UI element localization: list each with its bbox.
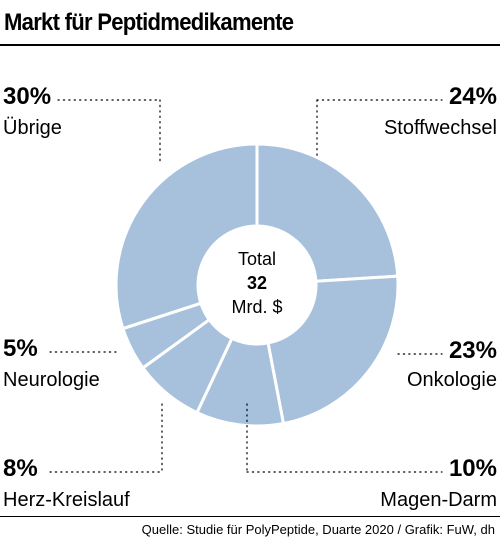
title-divider xyxy=(0,44,500,46)
source-divider xyxy=(0,516,500,517)
pct-label-stoffwechsel: 24% xyxy=(449,83,497,110)
source-note: Quelle: Studie für PolyPeptide, Duarte 2… xyxy=(141,522,495,537)
category-label-uebrige: Übrige xyxy=(3,117,62,139)
pct-label-uebrige: 30% xyxy=(3,83,51,110)
center-unit: Mrd. $ xyxy=(231,297,282,317)
category-label-neurologie: Neurologie xyxy=(3,369,100,391)
pct-label-neurologie: 5% xyxy=(3,335,38,362)
slice-uebrige xyxy=(114,142,259,331)
category-label-magen-darm: Magen-Darm xyxy=(380,489,497,511)
category-label-stoffwechsel: Stoffwechsel xyxy=(384,117,497,139)
center-value: 32 xyxy=(247,273,267,293)
category-label-onkologie: Onkologie xyxy=(407,369,497,391)
slice-stoffwechsel xyxy=(255,142,400,283)
pct-label-herz-kreislauf: 8% xyxy=(3,455,38,482)
pct-label-onkologie: 23% xyxy=(449,337,497,364)
category-label-herz-kreislauf: Herz-Kreislauf xyxy=(3,489,130,511)
pct-label-magen-darm: 10% xyxy=(449,455,497,482)
center-label: Total xyxy=(238,249,276,269)
chart-title: Markt für Peptidmedikamente xyxy=(4,9,294,36)
slice-onkologie xyxy=(266,274,400,426)
